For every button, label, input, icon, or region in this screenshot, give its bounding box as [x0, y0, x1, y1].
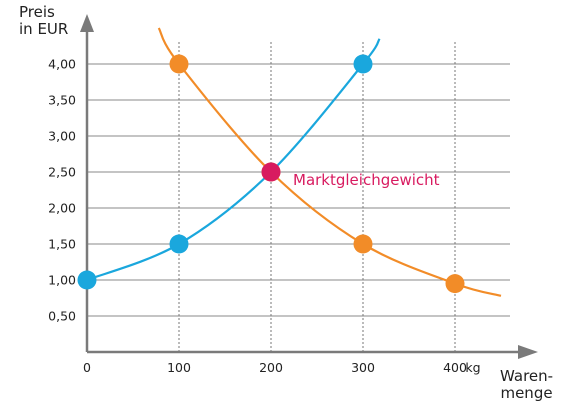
x-axis-label: Waren- menge — [500, 367, 554, 402]
x-unit-label: kg — [465, 360, 480, 375]
y-tick-label: 1,50 — [48, 237, 76, 252]
equilibrium-label: Marktgleichgewicht — [293, 171, 440, 189]
y-tick-label: 4,00 — [48, 57, 76, 72]
equilibrium-point — [261, 162, 281, 182]
demand-point — [445, 274, 465, 294]
x-tick-label: 0 — [83, 360, 91, 375]
x-tick-label: 300 — [351, 360, 375, 375]
y-axis-arrow — [80, 14, 94, 32]
y-tick-label: 3,50 — [48, 93, 76, 108]
supply-point — [77, 270, 97, 290]
x-tick-label: 200 — [259, 360, 283, 375]
y-tick-label: 0,50 — [48, 309, 76, 324]
x-tick-label: 100 — [167, 360, 191, 375]
y-axis-label: Preis in EUR — [19, 3, 69, 38]
supply-point — [169, 234, 189, 254]
demand-point — [169, 54, 189, 74]
demand-curve — [157, 27, 502, 297]
y-tick-label: 2,00 — [48, 201, 76, 216]
y-tick-label: 1,00 — [48, 273, 76, 288]
demand-point — [353, 234, 373, 254]
supply-point — [353, 54, 373, 74]
y-tick-label: 3,00 — [48, 129, 76, 144]
y-tick-label: 2,50 — [48, 165, 76, 180]
x-axis-arrow — [518, 345, 538, 359]
x-tick-label: 400 — [443, 360, 467, 375]
